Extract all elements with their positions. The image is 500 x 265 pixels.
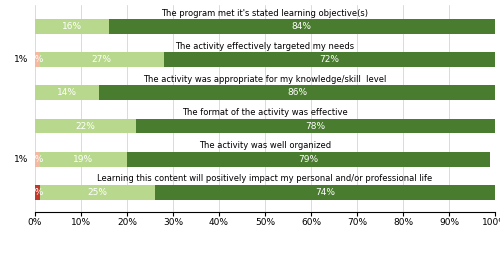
Text: The activity was well organized: The activity was well organized bbox=[199, 141, 331, 150]
Bar bbox=[108, 19, 495, 34]
Text: 72%: 72% bbox=[320, 55, 340, 64]
Text: 14%: 14% bbox=[57, 89, 77, 98]
Text: 86%: 86% bbox=[287, 89, 308, 98]
Bar bbox=[35, 19, 108, 34]
Text: 27%: 27% bbox=[92, 55, 112, 64]
Bar bbox=[35, 118, 136, 134]
Bar bbox=[136, 118, 495, 134]
Text: The activity effectively targeted my needs: The activity effectively targeted my nee… bbox=[176, 42, 354, 51]
Text: 22%: 22% bbox=[76, 122, 96, 131]
Text: 1%: 1% bbox=[30, 55, 44, 64]
Bar bbox=[35, 152, 40, 166]
Text: 78%: 78% bbox=[306, 122, 326, 131]
Text: 16%: 16% bbox=[62, 22, 82, 31]
Text: 1%: 1% bbox=[14, 154, 28, 164]
Text: Learning this content will positively impact my personal and/or professional lif: Learning this content will positively im… bbox=[98, 174, 432, 183]
Bar bbox=[154, 185, 495, 200]
Bar bbox=[40, 185, 154, 200]
Bar bbox=[35, 52, 40, 67]
Bar bbox=[164, 52, 495, 67]
Text: 1%: 1% bbox=[14, 55, 28, 64]
Text: The format of the activity was effective: The format of the activity was effective bbox=[182, 108, 348, 117]
Text: The program met it's stated learning objective(s): The program met it's stated learning obj… bbox=[162, 9, 368, 18]
Bar bbox=[127, 152, 490, 166]
Text: 1%: 1% bbox=[30, 188, 44, 197]
Bar bbox=[40, 152, 127, 166]
Text: The activity was appropriate for my knowledge/skill  level: The activity was appropriate for my know… bbox=[144, 75, 386, 84]
Bar bbox=[35, 86, 100, 100]
Text: 84%: 84% bbox=[292, 22, 312, 31]
Bar bbox=[40, 52, 164, 67]
Bar bbox=[35, 185, 40, 200]
Text: 19%: 19% bbox=[73, 154, 94, 164]
Text: 1%: 1% bbox=[30, 154, 44, 164]
Text: 25%: 25% bbox=[87, 188, 107, 197]
Text: 79%: 79% bbox=[298, 154, 319, 164]
Text: 74%: 74% bbox=[315, 188, 335, 197]
Bar bbox=[100, 86, 495, 100]
